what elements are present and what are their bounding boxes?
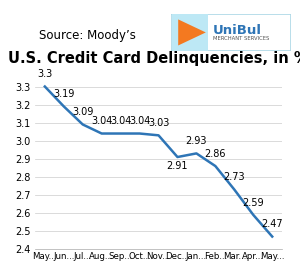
Text: UniBul: UniBul <box>213 24 262 37</box>
Text: 3.19: 3.19 <box>53 89 74 99</box>
Text: 2.59: 2.59 <box>242 198 264 208</box>
Text: 3.03: 3.03 <box>148 118 169 128</box>
Text: 3.3: 3.3 <box>37 69 52 79</box>
FancyBboxPatch shape <box>172 14 208 51</box>
Text: 3.09: 3.09 <box>72 107 93 117</box>
Polygon shape <box>178 19 206 46</box>
Text: 3.04: 3.04 <box>91 116 112 126</box>
Title: U.S. Credit Card Delinquencies, in %: U.S. Credit Card Delinquencies, in % <box>8 51 300 66</box>
Text: 2.93: 2.93 <box>186 136 207 146</box>
Text: 3.04: 3.04 <box>110 116 131 126</box>
Text: MERCHANT SERVICES: MERCHANT SERVICES <box>213 36 269 41</box>
Text: 2.91: 2.91 <box>167 161 188 171</box>
Text: Source: Moody’s: Source: Moody’s <box>39 29 136 42</box>
Text: 3.04: 3.04 <box>129 116 150 126</box>
Text: 2.73: 2.73 <box>224 172 245 182</box>
FancyBboxPatch shape <box>171 14 291 51</box>
Text: 2.47: 2.47 <box>261 219 283 229</box>
Text: 2.86: 2.86 <box>205 149 226 159</box>
